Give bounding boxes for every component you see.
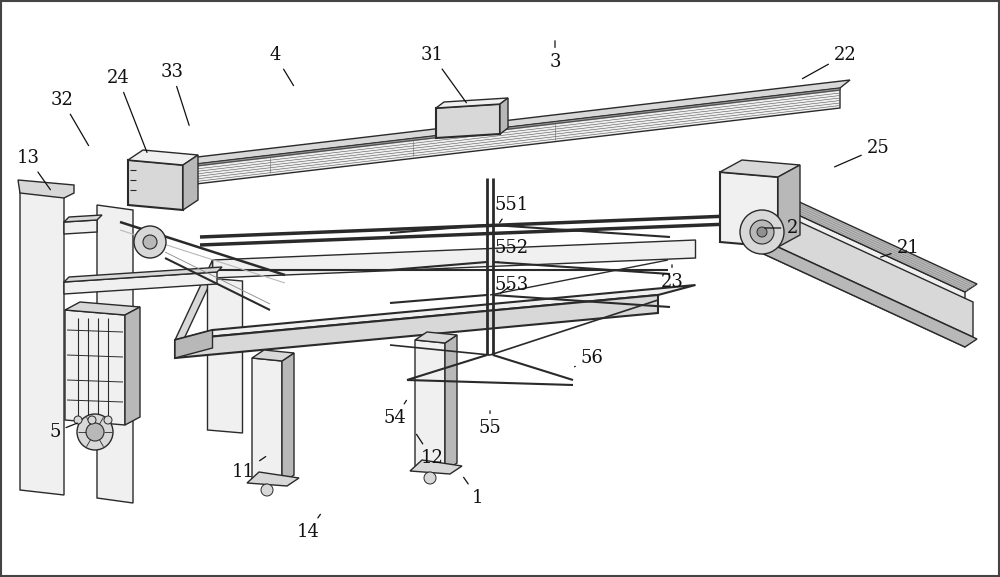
Polygon shape [252,358,282,483]
Polygon shape [755,195,965,302]
Circle shape [261,484,273,496]
Polygon shape [20,185,64,495]
Polygon shape [415,332,457,343]
Polygon shape [778,165,800,247]
Polygon shape [65,310,125,425]
Polygon shape [175,285,696,340]
Circle shape [104,416,112,424]
Polygon shape [755,242,977,347]
Text: 551: 551 [495,196,529,223]
Circle shape [750,220,774,244]
Polygon shape [128,88,840,192]
Polygon shape [436,98,508,108]
Polygon shape [64,220,97,234]
Polygon shape [500,98,508,134]
Polygon shape [755,240,965,347]
Polygon shape [175,260,212,358]
Text: 553: 553 [495,276,529,294]
Text: 23: 23 [661,265,683,291]
Text: 33: 33 [160,63,189,125]
Polygon shape [125,307,140,425]
Polygon shape [247,472,299,486]
Circle shape [740,210,784,254]
Polygon shape [415,340,445,471]
Text: 22: 22 [802,46,856,78]
Polygon shape [175,295,658,358]
Polygon shape [445,335,457,471]
Text: 1: 1 [464,477,484,507]
Text: 54: 54 [384,400,406,427]
Polygon shape [65,302,140,315]
Polygon shape [64,272,217,294]
Polygon shape [282,353,294,483]
Polygon shape [175,330,212,358]
Text: 14: 14 [297,514,320,541]
Circle shape [143,235,157,249]
Polygon shape [252,350,294,361]
Text: 3: 3 [549,41,561,71]
Polygon shape [212,240,696,278]
Text: 13: 13 [16,149,50,190]
Polygon shape [208,278,242,433]
Polygon shape [97,205,133,503]
Polygon shape [410,460,462,474]
Polygon shape [128,88,840,174]
Text: 24: 24 [107,69,147,152]
Polygon shape [183,155,198,210]
Polygon shape [436,104,500,138]
Polygon shape [18,180,74,198]
Text: 31: 31 [420,46,466,103]
Polygon shape [64,215,102,222]
Circle shape [74,416,82,424]
Text: 55: 55 [479,411,501,437]
Circle shape [88,416,96,424]
Polygon shape [64,267,222,282]
Text: 25: 25 [835,139,889,167]
Text: 56: 56 [574,349,603,367]
Circle shape [77,414,113,450]
Polygon shape [763,205,973,337]
Polygon shape [720,172,778,247]
Polygon shape [128,160,183,210]
Text: 4: 4 [269,46,294,85]
Polygon shape [720,160,800,177]
Text: 552: 552 [495,239,529,262]
Text: 2: 2 [765,219,798,237]
Text: 21: 21 [881,239,919,257]
Circle shape [134,226,166,258]
Polygon shape [128,80,850,172]
Polygon shape [755,187,977,292]
Text: 11: 11 [232,456,266,481]
Text: 32: 32 [51,91,89,145]
Circle shape [757,227,767,237]
Circle shape [424,472,436,484]
Circle shape [86,423,104,441]
Text: 12: 12 [417,434,443,467]
Text: 5: 5 [49,423,77,441]
Polygon shape [128,150,198,165]
